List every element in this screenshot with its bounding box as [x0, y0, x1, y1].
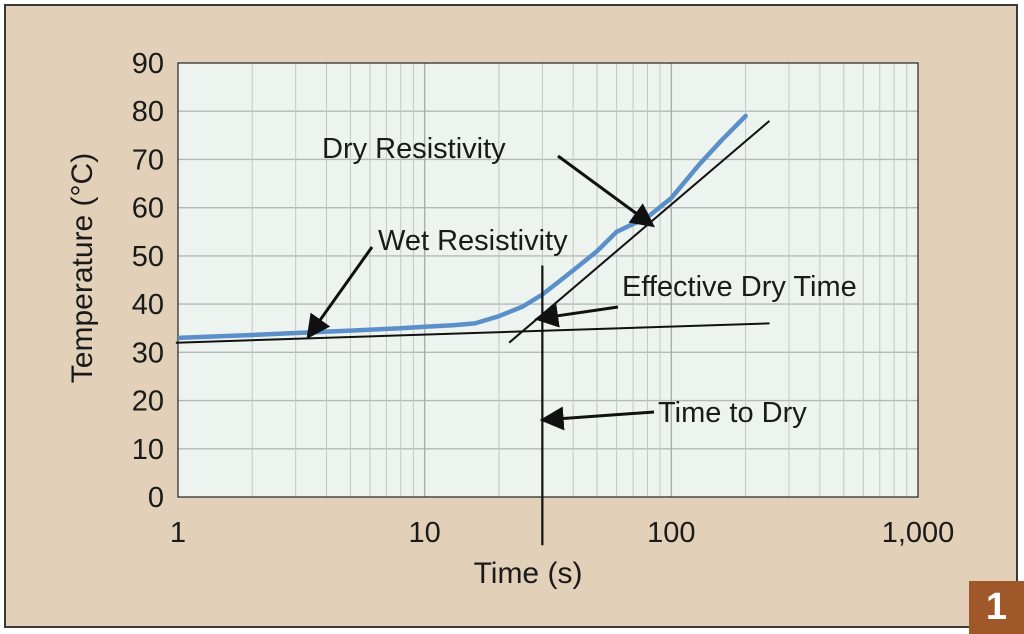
annotation-label: Wet Resistivity	[378, 225, 568, 257]
y-tick-label: 0	[148, 482, 164, 514]
annotation-label: Dry Resistivity	[322, 133, 506, 165]
x-tick-label: 1	[170, 517, 186, 549]
series-layer	[178, 113, 748, 341]
y-tick-label: 90	[132, 48, 164, 80]
series-line	[178, 113, 748, 341]
x-tick-label: 1,000	[882, 517, 955, 549]
x-tick-label: 10	[409, 517, 441, 549]
y-tick-label: 60	[132, 193, 164, 225]
y-tick-label: 50	[132, 241, 164, 273]
y-tick-label: 40	[132, 289, 164, 321]
x-tick-label: 100	[647, 517, 695, 549]
y-tick-label: 80	[132, 96, 164, 128]
fit-line	[175, 322, 770, 344]
plot-frame	[177, 62, 919, 498]
annotation-arrow	[557, 154, 656, 228]
chart: 0 10 20 30 40 50 60 70 80 90 1 10 100 1,000 Dry Resis…	[66, 48, 955, 590]
grid	[178, 63, 918, 497]
y-tick-label: 10	[132, 434, 164, 466]
annotation-arrow	[539, 406, 655, 431]
tick-labels: 0 10 20 30 40 50 60 70 80 90 1 10 100 1,000	[132, 48, 955, 549]
figure-panel: 0 10 20 30 40 50 60 70 80 90 1 10 100 1,000 Dry Resis…	[4, 4, 1024, 634]
y-tick-label: 70	[132, 144, 164, 176]
annotations: Dry Resistivity Wet Resistivity Effective …	[306, 133, 857, 431]
y-tick-label: 20	[132, 386, 164, 418]
figure-number-badge: 1	[969, 581, 1024, 634]
annotation-label: Time to Dry	[658, 397, 807, 429]
y-axis-label: Temperature (°C)	[66, 153, 99, 383]
x-axis-label: Time (s)	[474, 557, 583, 590]
annotation-label: Effective Dry Time	[622, 271, 857, 303]
y-tick-label: 30	[132, 337, 164, 369]
annotation-arrow	[306, 246, 374, 340]
annotation-arrow	[534, 303, 619, 328]
